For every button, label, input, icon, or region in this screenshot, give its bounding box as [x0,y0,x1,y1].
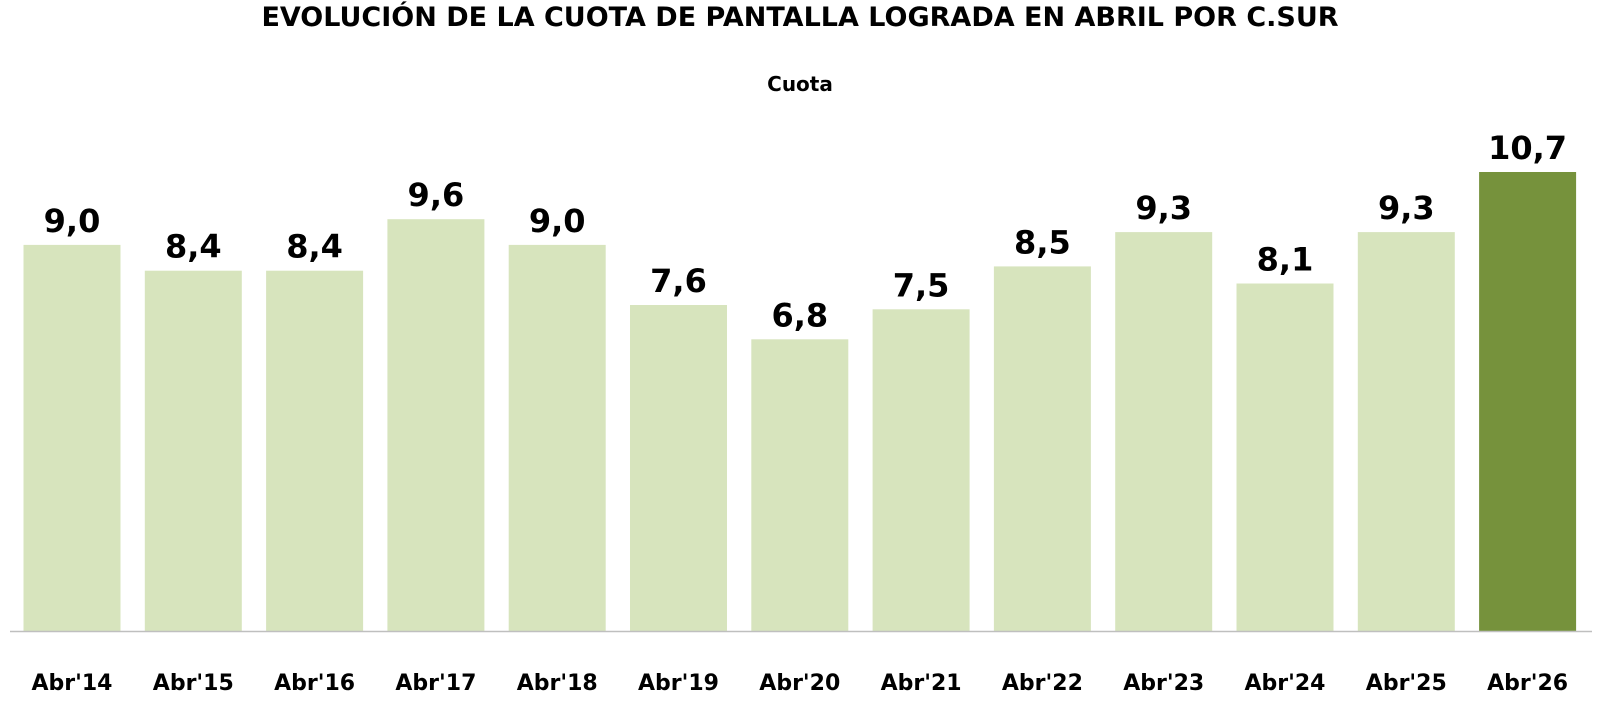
value-label: 7,5 [893,266,950,304]
bar-Abr'15 [144,270,242,631]
x-tick-label: Abr'24 [1245,671,1326,696]
chart-subtitle: Cuota [767,72,833,96]
bar-Abr'21 [872,309,970,631]
bar-Abr'24 [1236,283,1334,631]
x-tick-label: Abr'18 [517,671,598,696]
value-label: 8,5 [1014,223,1071,261]
value-label: 9,6 [408,176,465,214]
bar-Abr'25 [1357,232,1455,631]
bar-Abr'26 [1479,172,1577,631]
x-axis-tick-labels: Abr'14 Abr'15 Abr'16 Abr'17 Abr'18 Abr'19 Abr'… [32,671,1569,696]
bar-Abr'20 [751,339,849,631]
value-label: 10,7 [1488,129,1567,167]
bar-Abr'19 [630,305,727,631]
bar-Abr'14 [23,244,121,631]
value-label: 8,4 [165,228,222,266]
x-tick-label: Abr'21 [881,671,962,696]
x-tick-label: Abr'19 [638,671,719,696]
x-tick-label: Abr'20 [759,671,840,696]
value-label: 6,8 [771,296,828,334]
bars-group [23,172,1577,631]
bar-Abr'18 [508,244,606,631]
bar-Abr'17 [387,219,485,631]
value-label: 9,0 [529,202,586,240]
x-tick-label: Abr'17 [395,671,476,696]
value-label: 9,3 [1135,189,1192,227]
value-label: 7,6 [650,262,707,300]
value-labels-group: 9,0 8,4 8,4 9,6 9,0 7,6 6,8 7,5 8,5 9,3 8,1 9,3 10,7 [44,129,1567,334]
x-tick-label: Abr'25 [1366,671,1447,696]
value-label: 9,0 [44,202,101,240]
x-tick-label: Abr'23 [1123,671,1204,696]
x-tick-label: Abr'14 [32,671,113,696]
x-tick-label: Abr'26 [1487,671,1568,696]
chart-title: EVOLUCIÓN DE LA CUOTA DE PANTALLA LOGRAD… [261,2,1339,33]
bar-Abr'16 [266,270,364,631]
value-label: 8,1 [1257,241,1314,279]
x-tick-label: Abr'22 [1002,671,1083,696]
value-label: 8,4 [286,228,343,266]
bar-Abr'23 [1115,232,1213,631]
value-label: 9,3 [1378,189,1435,227]
x-tick-label: Abr'15 [153,671,234,696]
bar-Abr'22 [993,266,1091,631]
x-tick-label: Abr'16 [274,671,355,696]
